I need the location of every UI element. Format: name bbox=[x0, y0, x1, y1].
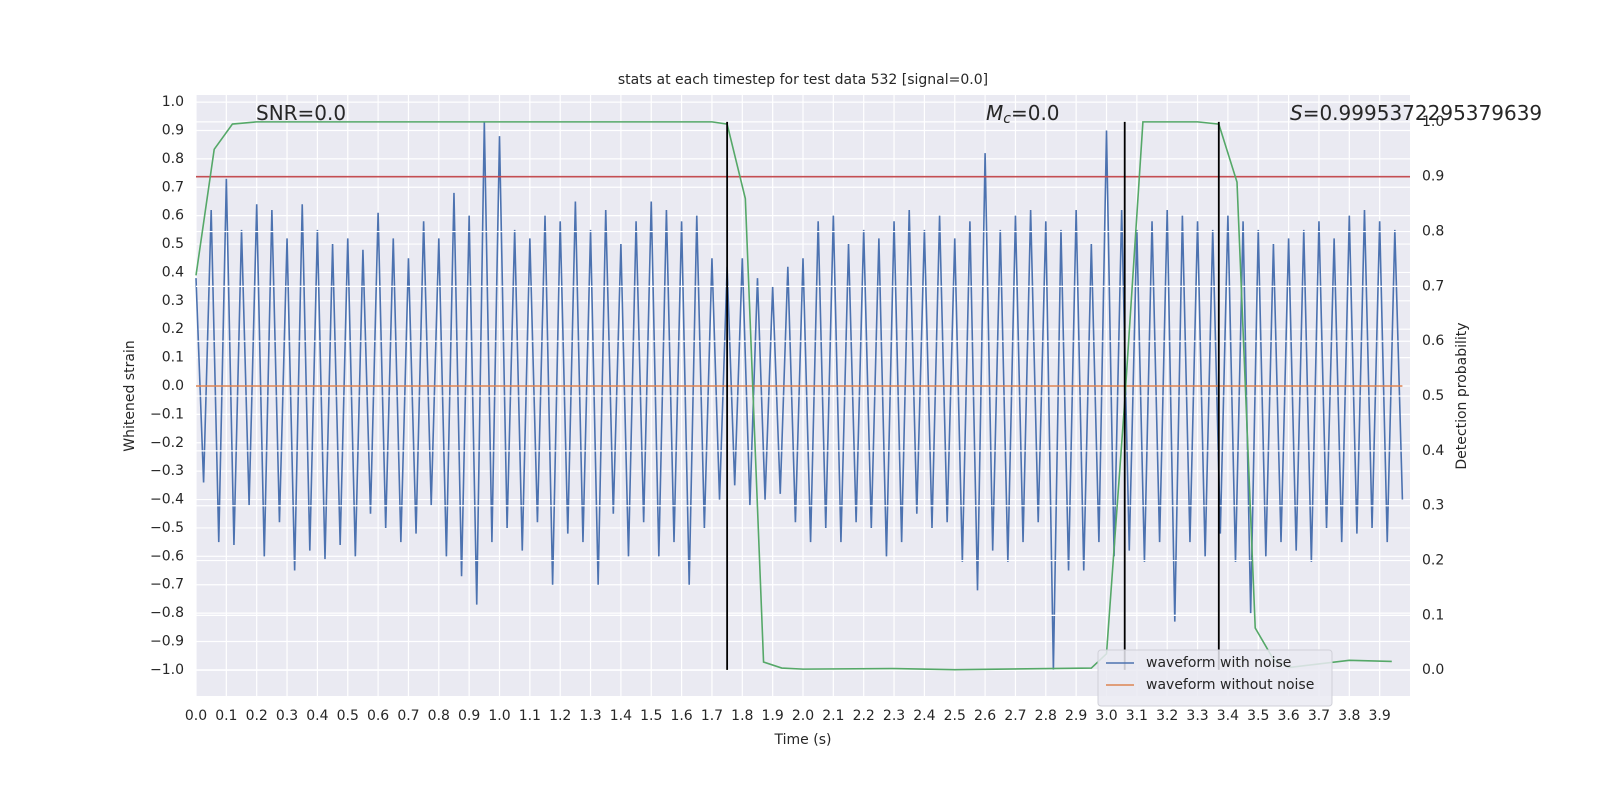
annotation: SNR=0.0 bbox=[256, 101, 346, 125]
y-tick-label: 0.4 bbox=[162, 264, 184, 280]
x-tick-label: 0.7 bbox=[397, 708, 419, 724]
x-tick-label: 0.4 bbox=[306, 708, 328, 724]
x-tick-label: 1.8 bbox=[731, 708, 753, 724]
x-tick-label: 3.2 bbox=[1156, 708, 1178, 724]
y2-tick-label: 0.9 bbox=[1422, 169, 1444, 185]
y-tick-label: 0.5 bbox=[162, 236, 184, 252]
legend-label: waveform with noise bbox=[1146, 655, 1291, 671]
x-tick-label: 1.0 bbox=[488, 708, 510, 724]
annotation-symbol: S bbox=[1290, 101, 1303, 125]
annotation-text: =0.0 bbox=[1011, 101, 1060, 125]
y-tick-label: 0.3 bbox=[162, 293, 184, 309]
x-tick-label: 2.7 bbox=[1004, 708, 1026, 724]
x-tick-label: 2.8 bbox=[1035, 708, 1057, 724]
x-tick-label: 0.9 bbox=[458, 708, 480, 724]
y-tick-label: −0.8 bbox=[150, 605, 184, 621]
x-tick-label: 2.2 bbox=[853, 708, 875, 724]
x-tick-label: 3.4 bbox=[1217, 708, 1239, 724]
annotation: Mc=0.0 bbox=[986, 101, 1060, 128]
x-tick-label: 1.6 bbox=[670, 708, 692, 724]
y-tick-label: −1.0 bbox=[150, 662, 184, 678]
x-tick-label: 2.6 bbox=[974, 708, 996, 724]
x-axis-label: Time (s) bbox=[774, 732, 832, 748]
legend-box bbox=[1097, 649, 1333, 707]
x-tick-label: 2.9 bbox=[1065, 708, 1087, 724]
x-tick-label: 1.7 bbox=[701, 708, 723, 724]
legend-label: waveform without noise bbox=[1146, 677, 1314, 693]
y-tick-label: −0.9 bbox=[150, 633, 184, 649]
y2-tick-label: 0.3 bbox=[1422, 498, 1444, 514]
x-tick-label: 3.6 bbox=[1277, 708, 1299, 724]
x-tick-label: 3.3 bbox=[1186, 708, 1208, 724]
x-tick-label: 2.3 bbox=[883, 708, 905, 724]
y2-tick-label: 0.0 bbox=[1422, 662, 1444, 678]
y-tick-label: 0.6 bbox=[162, 208, 184, 224]
annotation: S=0.9995372295379639 bbox=[1290, 101, 1542, 125]
y-tick-label: 0.9 bbox=[162, 122, 184, 138]
y-tick-label: 0.1 bbox=[162, 350, 184, 366]
x-tick-label: 1.1 bbox=[519, 708, 541, 724]
annotation-text: =0.9995372295379639 bbox=[1303, 101, 1542, 125]
annotation-sub: c bbox=[1003, 111, 1011, 127]
x-tick-label: 3.0 bbox=[1095, 708, 1117, 724]
y2-tick-label: 0.8 bbox=[1422, 224, 1444, 240]
y-tick-label: 0.2 bbox=[162, 321, 184, 337]
annotation-symbol: M bbox=[986, 101, 1003, 125]
y2-tick-label: 1.0 bbox=[1422, 114, 1444, 130]
x-tick-label: 3.1 bbox=[1126, 708, 1148, 724]
y2-tick-label: 0.1 bbox=[1422, 607, 1444, 623]
y-tick-label: 0.8 bbox=[162, 151, 184, 167]
chart-title: stats at each timestep for test data 532… bbox=[618, 72, 988, 88]
y2-tick-label: 0.4 bbox=[1422, 443, 1444, 459]
y-tick-label: −0.7 bbox=[150, 577, 184, 593]
x-tick-label: 3.5 bbox=[1247, 708, 1269, 724]
y-tick-label: −0.5 bbox=[150, 520, 184, 536]
x-tick-label: 0.5 bbox=[337, 708, 359, 724]
x-tick-label: 3.9 bbox=[1369, 708, 1391, 724]
y2-tick-label: 0.2 bbox=[1422, 553, 1444, 569]
y-tick-label: −0.1 bbox=[150, 406, 184, 422]
y2-axis-label: Detection probability bbox=[1454, 322, 1470, 469]
x-tick-label: 1.5 bbox=[640, 708, 662, 724]
x-tick-label: 0.0 bbox=[185, 708, 207, 724]
x-tick-label: 2.4 bbox=[913, 708, 935, 724]
x-tick-label: 0.1 bbox=[215, 708, 237, 724]
y-tick-label: 0.7 bbox=[162, 179, 184, 195]
x-tick-label: 0.2 bbox=[246, 708, 268, 724]
x-tick-label: 1.4 bbox=[610, 708, 632, 724]
x-tick-label: 0.3 bbox=[276, 708, 298, 724]
y-tick-label: −0.3 bbox=[150, 463, 184, 479]
y-tick-label: 0.0 bbox=[162, 378, 184, 394]
y-axis-label: Whitened strain bbox=[122, 340, 138, 451]
x-tick-label: 0.6 bbox=[367, 708, 389, 724]
x-tick-label: 1.9 bbox=[762, 708, 784, 724]
y2-tick-label: 0.5 bbox=[1422, 388, 1444, 404]
series-line bbox=[195, 121, 1404, 670]
x-tick-label: 0.8 bbox=[428, 708, 450, 724]
y-tick-label: −0.6 bbox=[150, 548, 184, 564]
annotation-text: SNR=0.0 bbox=[256, 101, 346, 125]
x-tick-label: 1.3 bbox=[579, 708, 601, 724]
x-tick-label: 3.7 bbox=[1308, 708, 1330, 724]
y-tick-label: −0.4 bbox=[150, 492, 184, 508]
y2-tick-label: 0.7 bbox=[1422, 278, 1444, 294]
x-tick-label: 1.2 bbox=[549, 708, 571, 724]
y2-tick-label: 0.6 bbox=[1422, 333, 1444, 349]
x-tick-label: 2.0 bbox=[792, 708, 814, 724]
series-line bbox=[195, 121, 1392, 671]
x-tick-label: 2.1 bbox=[822, 708, 844, 724]
x-tick-label: 2.5 bbox=[944, 708, 966, 724]
y-tick-label: 1.0 bbox=[162, 94, 184, 110]
y-tick-label: −0.2 bbox=[150, 435, 184, 451]
x-tick-label: 3.8 bbox=[1338, 708, 1360, 724]
